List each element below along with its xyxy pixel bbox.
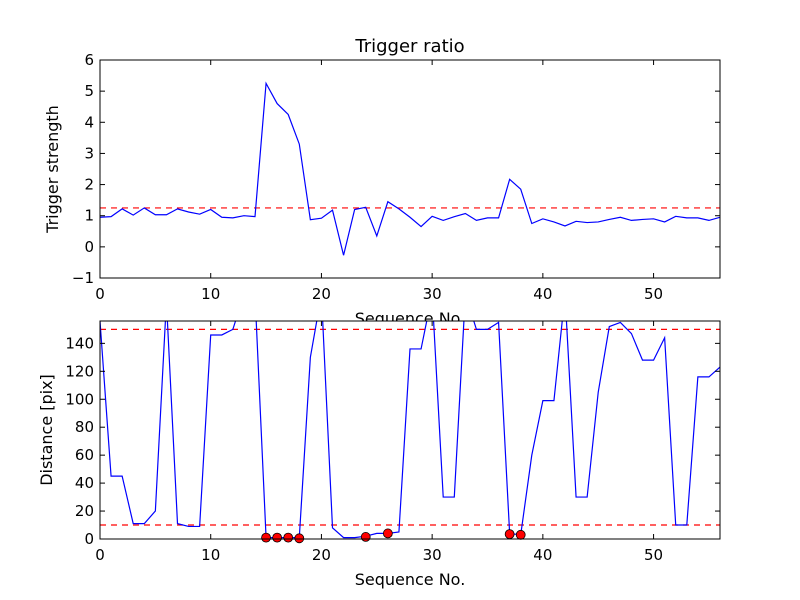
chart-title: Trigger ratio [354,36,464,57]
data-point-marker [504,529,515,540]
plot-area [100,60,720,278]
x-tick-label: 20 [312,546,331,564]
y-tick-label: 3 [84,144,94,162]
x-tick-label: 40 [533,546,552,564]
x-tick-label: 50 [644,546,663,564]
y-tick-label: 60 [75,446,94,464]
x-tick-label: 30 [423,546,442,564]
x-tick-label: 20 [312,285,331,303]
y-tick-label: 20 [75,502,94,520]
data-point-marker [294,533,305,544]
y-tick-label: 1 [84,207,94,225]
data-point-marker [272,532,283,543]
series-line [100,81,720,256]
y-tick-label: 2 [84,176,94,194]
x-tick-label: 10 [201,285,220,303]
y-tick-label: 40 [75,474,94,492]
data-point-marker [515,529,526,540]
y-axis-label: Trigger strength [43,105,62,234]
y-tick-label: 100 [65,390,94,408]
y-tick-label: 140 [65,334,94,352]
x-tick-label: 50 [644,285,663,303]
data-layer [100,81,720,256]
y-tick-label: −1 [72,269,94,287]
x-tick-label: 0 [95,285,105,303]
data-point-marker [382,528,393,539]
x-tick-label: 40 [533,285,552,303]
plot-frame [99,59,721,279]
y-tick-label: 120 [65,362,94,380]
series-line [100,321,720,539]
data-point-marker [360,532,371,542]
y-tick-label: 5 [84,82,94,100]
y-tick-label: 0 [84,238,94,256]
plot-frame [99,320,721,540]
x-tick-label: 10 [201,546,220,564]
x-tick-label: 0 [95,546,105,564]
y-tick-label: 4 [84,113,94,131]
data-point-marker [261,532,271,543]
x-axis-label: Sequence No. [355,570,466,589]
y-axis-label: Distance [pix] [37,374,56,486]
data-layer [100,321,720,539]
bottom-plot: 0 10 20 30 40 50 0 20 40 60 80 100 120 140 Sequence No… [37,320,721,589]
y-tick-label: 6 [84,51,94,69]
y-tick-label: 0 [84,530,94,548]
x-tick-label: 30 [423,285,442,303]
data-point-marker [283,532,294,543]
y-tick-label: 80 [75,418,94,436]
